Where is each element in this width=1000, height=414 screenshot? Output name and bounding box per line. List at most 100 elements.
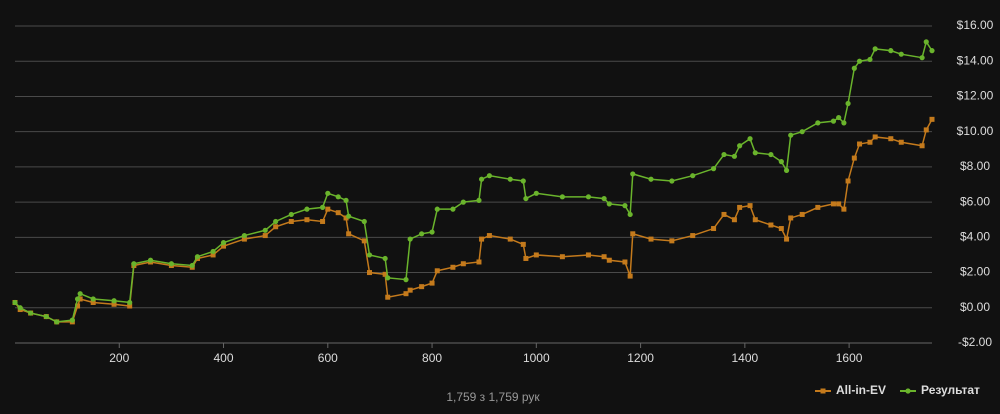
caption: 1,759 з 1,759 рук (446, 390, 540, 404)
marker (304, 217, 310, 223)
marker (867, 56, 873, 63)
marker (923, 127, 929, 133)
marker (731, 217, 737, 223)
marker (841, 206, 847, 212)
marker (836, 114, 842, 121)
marker (601, 195, 607, 202)
y-tick-label: $6.00 (960, 194, 990, 208)
marker (815, 204, 821, 210)
marker (669, 238, 675, 244)
marker (320, 218, 326, 224)
marker (111, 298, 117, 304)
marker (127, 299, 133, 306)
marker (888, 48, 894, 54)
marker (845, 100, 851, 107)
marker (382, 271, 388, 277)
y-tick-label: -$2.00 (958, 335, 992, 349)
y-tick-label: $0.00 (960, 300, 990, 314)
marker (601, 254, 607, 260)
marker (622, 203, 628, 209)
marker (210, 248, 216, 255)
y-tick-label: $12.00 (957, 89, 994, 103)
marker (273, 224, 279, 230)
x-tick-label: 1400 (731, 351, 758, 365)
marker (830, 118, 837, 124)
marker (366, 270, 372, 276)
marker (43, 313, 49, 320)
marker (507, 236, 513, 242)
marker (669, 178, 675, 184)
y-tick-label: $4.00 (960, 230, 990, 244)
marker (788, 132, 794, 138)
marker (872, 46, 878, 52)
marker (533, 252, 539, 258)
marker (361, 238, 367, 244)
marker (799, 211, 805, 217)
marker (403, 277, 409, 283)
marker (778, 226, 784, 232)
marker (507, 176, 513, 182)
marker (28, 310, 34, 316)
marker (12, 299, 18, 306)
marker (241, 232, 247, 239)
marker (867, 139, 873, 145)
y-tick-label: $8.00 (960, 159, 990, 173)
marker (737, 204, 743, 210)
x-tick-label: 400 (214, 351, 234, 365)
marker (559, 254, 565, 260)
marker (630, 171, 636, 177)
marker (929, 48, 935, 54)
marker (74, 296, 81, 302)
marker (711, 226, 717, 232)
marker (752, 217, 758, 223)
marker (69, 317, 75, 323)
marker (54, 319, 60, 325)
marker (434, 206, 440, 212)
marker (898, 51, 904, 57)
y-tick-label: $10.00 (957, 124, 994, 138)
marker (476, 197, 482, 203)
marker (147, 257, 154, 263)
marker (606, 201, 612, 207)
x-tick-label: 200 (109, 351, 129, 365)
marker (325, 190, 331, 196)
marker (523, 195, 529, 202)
marker (478, 176, 485, 182)
marker (486, 233, 492, 239)
marker (520, 178, 526, 184)
marker (690, 233, 696, 239)
marker (288, 218, 294, 224)
marker (585, 252, 591, 258)
marker (923, 39, 929, 45)
marker (872, 134, 878, 140)
marker (90, 299, 96, 305)
marker (325, 206, 331, 212)
marker (486, 173, 493, 179)
marker (523, 255, 529, 261)
marker (648, 176, 654, 182)
marker (783, 167, 790, 174)
marker (752, 150, 758, 156)
legend-label: All-in-EV (836, 383, 886, 397)
marker (721, 211, 727, 217)
marker (919, 143, 925, 149)
marker (288, 211, 294, 218)
marker (533, 190, 539, 196)
marker (830, 201, 836, 207)
marker (262, 233, 268, 239)
marker (77, 291, 83, 297)
x-tick-label: 1600 (836, 351, 863, 365)
marker (241, 236, 247, 242)
marker (731, 153, 738, 159)
marker (75, 303, 81, 309)
marker (898, 139, 904, 145)
marker (273, 218, 279, 225)
marker (851, 65, 857, 71)
marker (385, 294, 391, 300)
marker (385, 275, 391, 281)
marker (429, 229, 435, 235)
marker (476, 259, 482, 265)
marker (304, 206, 310, 212)
marker (319, 204, 326, 210)
